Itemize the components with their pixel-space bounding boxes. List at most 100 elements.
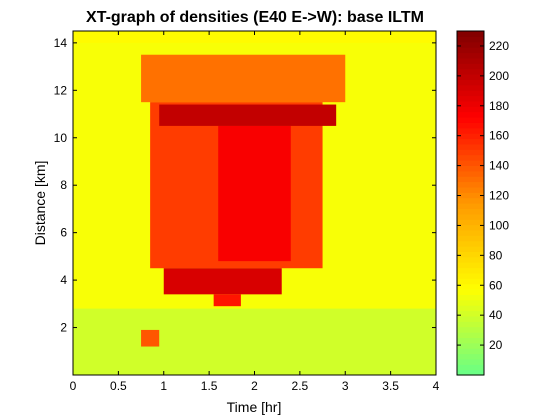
- colorbar-band: [457, 213, 484, 220]
- x-tick-label: 3: [342, 379, 349, 393]
- colorbar-band: [457, 106, 484, 113]
- colorbar-tick-label: 40: [489, 308, 503, 322]
- colorbar-band: [457, 138, 484, 145]
- colorbar-band: [457, 47, 484, 54]
- colorbar-band: [457, 321, 484, 328]
- colorbar-band: [457, 127, 484, 134]
- colorbar-band: [457, 68, 484, 75]
- colorbar-band: [457, 160, 484, 166]
- colorbar-band: [457, 63, 484, 70]
- colorbar-band: [457, 143, 484, 150]
- colorbar-band: [457, 305, 484, 312]
- y-tick-label: 4: [60, 273, 67, 287]
- colorbar-tick-label: 100: [489, 218, 509, 232]
- colorbar-band: [457, 176, 484, 183]
- colorbar-band: [457, 256, 484, 263]
- colorbar-band: [457, 289, 484, 295]
- colorbar-band: [457, 41, 484, 48]
- heatmap-cell: [163, 268, 282, 295]
- y-tick-label: 12: [54, 83, 68, 97]
- colorbar-band: [457, 165, 484, 172]
- colorbar-band: [457, 332, 484, 338]
- colorbar-band: [457, 197, 484, 204]
- colorbar-tick-label: 220: [489, 39, 509, 53]
- x-axis-ticks: 0 0.5 1 1.5 2 2.5 3 3.5 4: [70, 31, 440, 393]
- colorbar-band: [457, 299, 484, 306]
- colorbar-band: [457, 219, 484, 226]
- heatmap-cells: [73, 31, 436, 375]
- colorbar-band: [457, 79, 484, 86]
- colorbar-band: [457, 149, 484, 156]
- colorbar-band: [457, 208, 484, 215]
- colorbar-band: [457, 117, 484, 123]
- colorbar-band: [457, 229, 484, 236]
- x-tick-label: 0.5: [110, 379, 127, 393]
- colorbar-band: [457, 240, 484, 247]
- colorbar: [457, 31, 484, 376]
- colorbar-band: [457, 186, 484, 193]
- colorbar-band: [457, 154, 484, 161]
- colorbar-band: [457, 310, 484, 317]
- colorbar-tick-label: 200: [489, 69, 509, 83]
- colorbar-band: [457, 337, 484, 344]
- colorbar-tick-label: 80: [489, 248, 503, 262]
- heatmap-cell: [73, 308, 436, 375]
- colorbar-band: [457, 267, 484, 274]
- colorbar-band: [457, 262, 484, 269]
- x-tick-label: 3.5: [382, 379, 399, 393]
- colorbar-tick-label: 120: [489, 189, 509, 203]
- colorbar-band: [457, 326, 484, 333]
- x-tick-label: 2: [251, 379, 258, 393]
- colorbar-band: [457, 181, 484, 188]
- colorbar-band: [457, 283, 484, 290]
- colorbar-band: [457, 342, 484, 349]
- colorbar-band: [457, 246, 484, 252]
- colorbar-band: [457, 122, 484, 129]
- colorbar-band: [457, 348, 484, 355]
- colorbar-band: [457, 31, 484, 37]
- colorbar-band: [457, 90, 484, 97]
- colorbar-ticks: 20 40 60 80 100 120 140 160 180 200 220: [457, 39, 509, 352]
- colorbar-band: [457, 74, 484, 80]
- y-tick-label: 8: [60, 178, 67, 192]
- x-tick-label: 4: [433, 379, 440, 393]
- chart-title: XT-graph of densities (E40 E->W): base I…: [86, 9, 424, 26]
- colorbar-band: [457, 84, 484, 91]
- heatmap-cell: [218, 125, 291, 262]
- colorbar-band: [457, 100, 484, 107]
- colorbar-band: [457, 358, 484, 365]
- colorbar-tick-label: 160: [489, 129, 509, 143]
- colorbar-band: [457, 192, 484, 199]
- colorbar-band: [457, 364, 484, 371]
- heatmap-cell: [159, 104, 337, 126]
- colorbar-tick-label: 180: [489, 99, 509, 113]
- x-tick-label: 1: [160, 379, 167, 393]
- colorbar-band: [457, 95, 484, 102]
- colorbar-band: [457, 203, 484, 209]
- colorbar-band: [457, 36, 484, 43]
- y-tick-label: 10: [54, 131, 68, 145]
- colorbar-band: [457, 57, 484, 64]
- y-tick-label: 6: [60, 226, 67, 240]
- x-tick-label: 2.5: [292, 379, 309, 393]
- heatmap-cell: [73, 31, 436, 43]
- x-axis-label: Time [hr]: [227, 399, 282, 415]
- y-tick-label: 2: [60, 321, 67, 335]
- colorbar-band: [457, 272, 484, 279]
- colorbar-band: [457, 170, 484, 177]
- colorbar-band: [457, 278, 484, 285]
- colorbar-tick-label: 20: [489, 338, 503, 352]
- heatmap-cell: [141, 54, 346, 103]
- colorbar-band: [457, 52, 484, 59]
- y-axis-ticks: 2 4 6 8 10 12 14: [54, 36, 436, 335]
- colorbar-band: [457, 353, 484, 360]
- colorbar-band: [457, 224, 484, 231]
- colorbar-tick-label: 140: [489, 159, 509, 173]
- colorbar-band: [457, 133, 484, 140]
- colorbar-band: [457, 251, 484, 258]
- y-tick-label: 14: [54, 36, 68, 50]
- colorbar-band: [457, 111, 484, 118]
- colorbar-band: [457, 235, 484, 242]
- heatmap-cell: [141, 329, 160, 347]
